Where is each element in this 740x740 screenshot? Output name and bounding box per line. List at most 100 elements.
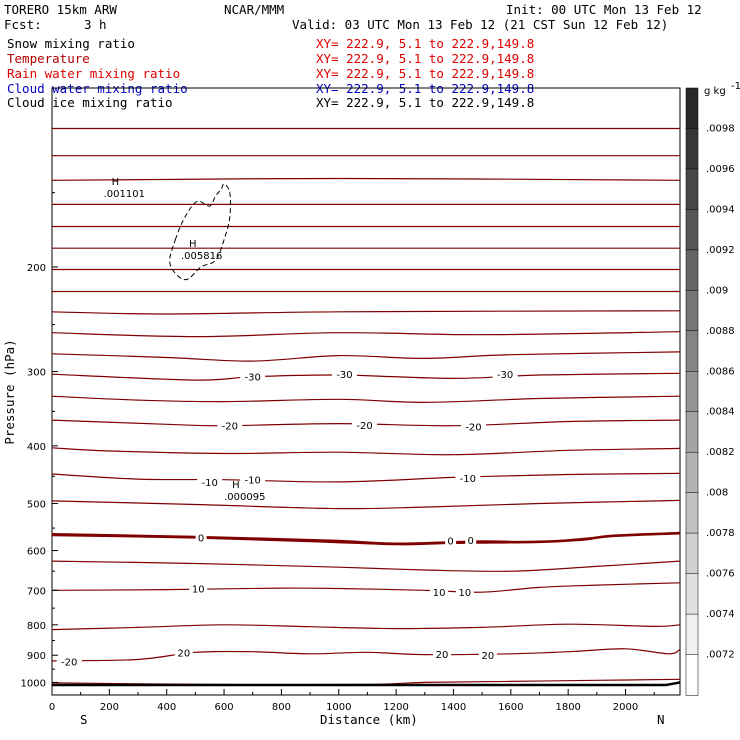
contour-label-9: 0: [198, 533, 204, 544]
colorbar-swatch-11: [685, 532, 699, 575]
snow-contour: [169, 183, 231, 281]
contour-label-17: 20: [482, 651, 495, 662]
colorbar-label-10: .0078: [706, 528, 735, 539]
y-axis: 200 300 400 500 600 700 800 900 1000: [21, 192, 58, 689]
contour-label-16: 20: [436, 650, 449, 661]
contour-label-bg-9: [195, 531, 207, 544]
colorbar-unit: g kg: [704, 86, 726, 97]
contour-label-bg-18: [56, 655, 82, 668]
contour-label-bg-1: [332, 368, 357, 381]
fcst-label: Fcst:: [4, 17, 42, 32]
y-tick-label-3: 500: [27, 500, 46, 511]
max-value-1: .005816: [181, 251, 222, 262]
y-tick-label-1: 300: [27, 368, 46, 379]
y-axis-title: Pressure (hPa): [2, 339, 17, 444]
colorbar-swatch-12: [685, 573, 699, 615]
legend: Snow mixing ratio XY= 222.9, 5.1 to 222.…: [7, 36, 534, 110]
x-tick-label-3: 600: [215, 702, 234, 713]
colorbar-label-1: .0096: [706, 164, 735, 175]
legend-name-snow: Snow mixing ratio: [7, 36, 135, 51]
temperature-contour-20: [51, 623, 681, 631]
legend-xy-snow: XY= 222.9, 5.1 to 222.9,149.8: [316, 36, 534, 51]
contour-label-bg-14: [455, 586, 474, 599]
model-title: TORERO 15km ARW: [4, 2, 117, 17]
max-value-2: .000095: [224, 492, 265, 503]
colorbar-swatch-6: [685, 330, 699, 373]
snow-contours: [169, 183, 231, 281]
contour-label-7: -10: [245, 476, 261, 487]
colorbar-label-0: .0098: [706, 124, 735, 135]
max-marker-1: H: [189, 239, 197, 250]
colorbar-label-11: .0076: [706, 569, 735, 580]
contour-label-bg-8: [455, 472, 481, 484]
colorbar-swatch-7: [685, 371, 699, 413]
contour-label-3: -20: [222, 422, 238, 433]
temperature-contour-18: [51, 560, 681, 572]
colorbar-swatch-3: [685, 209, 699, 251]
temperature-contour-2: [51, 177, 681, 181]
temperature-contour-14: [51, 447, 681, 456]
legend-xy-rain: XY= 222.9, 5.1 to 222.9,149.8: [316, 66, 534, 81]
x-tick-label-10: 2000: [613, 702, 638, 713]
valid-time: Valid: 03 UTC Mon 13 Feb 12 (21 CST Sun …: [292, 17, 668, 32]
colorbar-swatch-13: [685, 613, 699, 656]
legend-xy-temperature: XY= 222.9, 5.1 to 222.9,149.8: [316, 51, 534, 66]
org-label: NCAR/MMM: [224, 2, 284, 17]
x-tick-label-7: 1400: [441, 702, 466, 713]
contour-label-11: 0: [468, 536, 474, 547]
contour-label-bg-11: [465, 534, 477, 546]
x-tick-label-5: 1000: [326, 702, 351, 713]
contour-label-bg-15: [174, 646, 193, 659]
contour-label-8: -10: [460, 474, 476, 485]
init-time: Init: 00 UTC Mon 13 Feb 12: [506, 2, 702, 17]
contour-label-4: -20: [356, 421, 372, 432]
colorbar-label-2: .0094: [706, 204, 735, 215]
terrain: [52, 681, 681, 687]
colorbar-label-6: .0086: [706, 366, 735, 377]
y-tick-label-7: 900: [27, 651, 46, 662]
x-tick-label-1: 200: [100, 702, 119, 713]
contour-label-bg-4: [352, 419, 378, 431]
contour-label-bg-12: [189, 582, 208, 595]
x-axis-title: Distance (km): [320, 712, 418, 727]
y-tick-label-2: 400: [27, 442, 46, 453]
contour-label-15: 20: [178, 648, 191, 659]
contour-label-bg-16: [433, 647, 451, 660]
temperature-contour-12: [51, 395, 681, 404]
colorbar-label-4: .009: [706, 285, 728, 296]
temperature-contour-10: [51, 351, 681, 362]
colorbar-label-9: .008: [706, 488, 728, 499]
colorbar-swatch-4: [685, 249, 699, 292]
x-tick-label-0: 0: [49, 702, 55, 713]
contour-label-0: -30: [245, 373, 261, 384]
x-tick-label-2: 400: [157, 702, 176, 713]
contour-label-bg-6: [197, 475, 223, 488]
colorbar-swatch-10: [685, 492, 699, 534]
colorbar-label-3: .0092: [706, 245, 735, 256]
temperature-contour-15: [51, 472, 681, 483]
colorbar-label-8: .0082: [706, 447, 735, 458]
contour-label-13: 10: [433, 588, 446, 599]
colorbar-label-12: .0074: [706, 609, 735, 620]
contour-label-14: 10: [459, 588, 472, 599]
contour-label-bg-5: [461, 420, 486, 433]
x-tick-label-8: 1600: [498, 702, 523, 713]
contour-label-10: 0: [447, 536, 453, 547]
y-tick-label-6: 800: [27, 621, 46, 632]
colorbar-label-7: .0084: [706, 407, 735, 418]
contour-label-bg-10: [445, 534, 457, 547]
y-tick-label-5: 700: [27, 586, 46, 597]
y-tick-label-8: 1000: [21, 678, 46, 689]
colorbar-swatch-8: [685, 411, 699, 453]
contour-label-bg-0: [240, 370, 266, 383]
colorbar-swatch-14: [685, 654, 699, 696]
contour-label-bg-13: [430, 586, 449, 599]
legend-name-temperature: Temperature: [7, 51, 90, 66]
fcst-value: 3 h: [84, 17, 107, 32]
contour-label-5: -20: [465, 422, 481, 433]
temperature-contour-9: [51, 331, 681, 338]
x-end-label-left: S: [80, 712, 88, 727]
colorbar-swatch-0: [685, 87, 699, 130]
x-tick-label-4: 800: [272, 702, 291, 713]
